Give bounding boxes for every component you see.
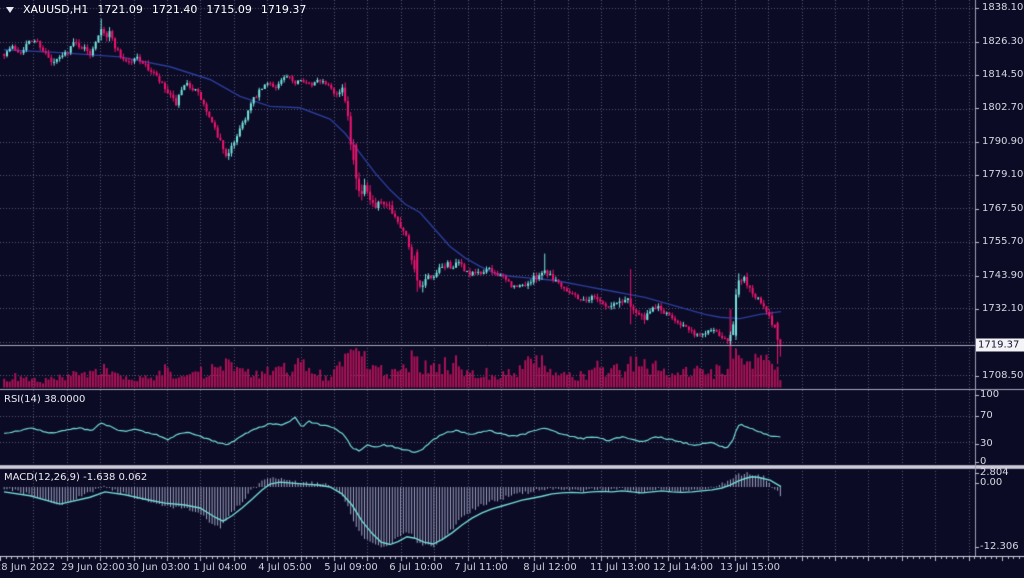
symbol-dropdown-icon[interactable]: [6, 6, 14, 13]
